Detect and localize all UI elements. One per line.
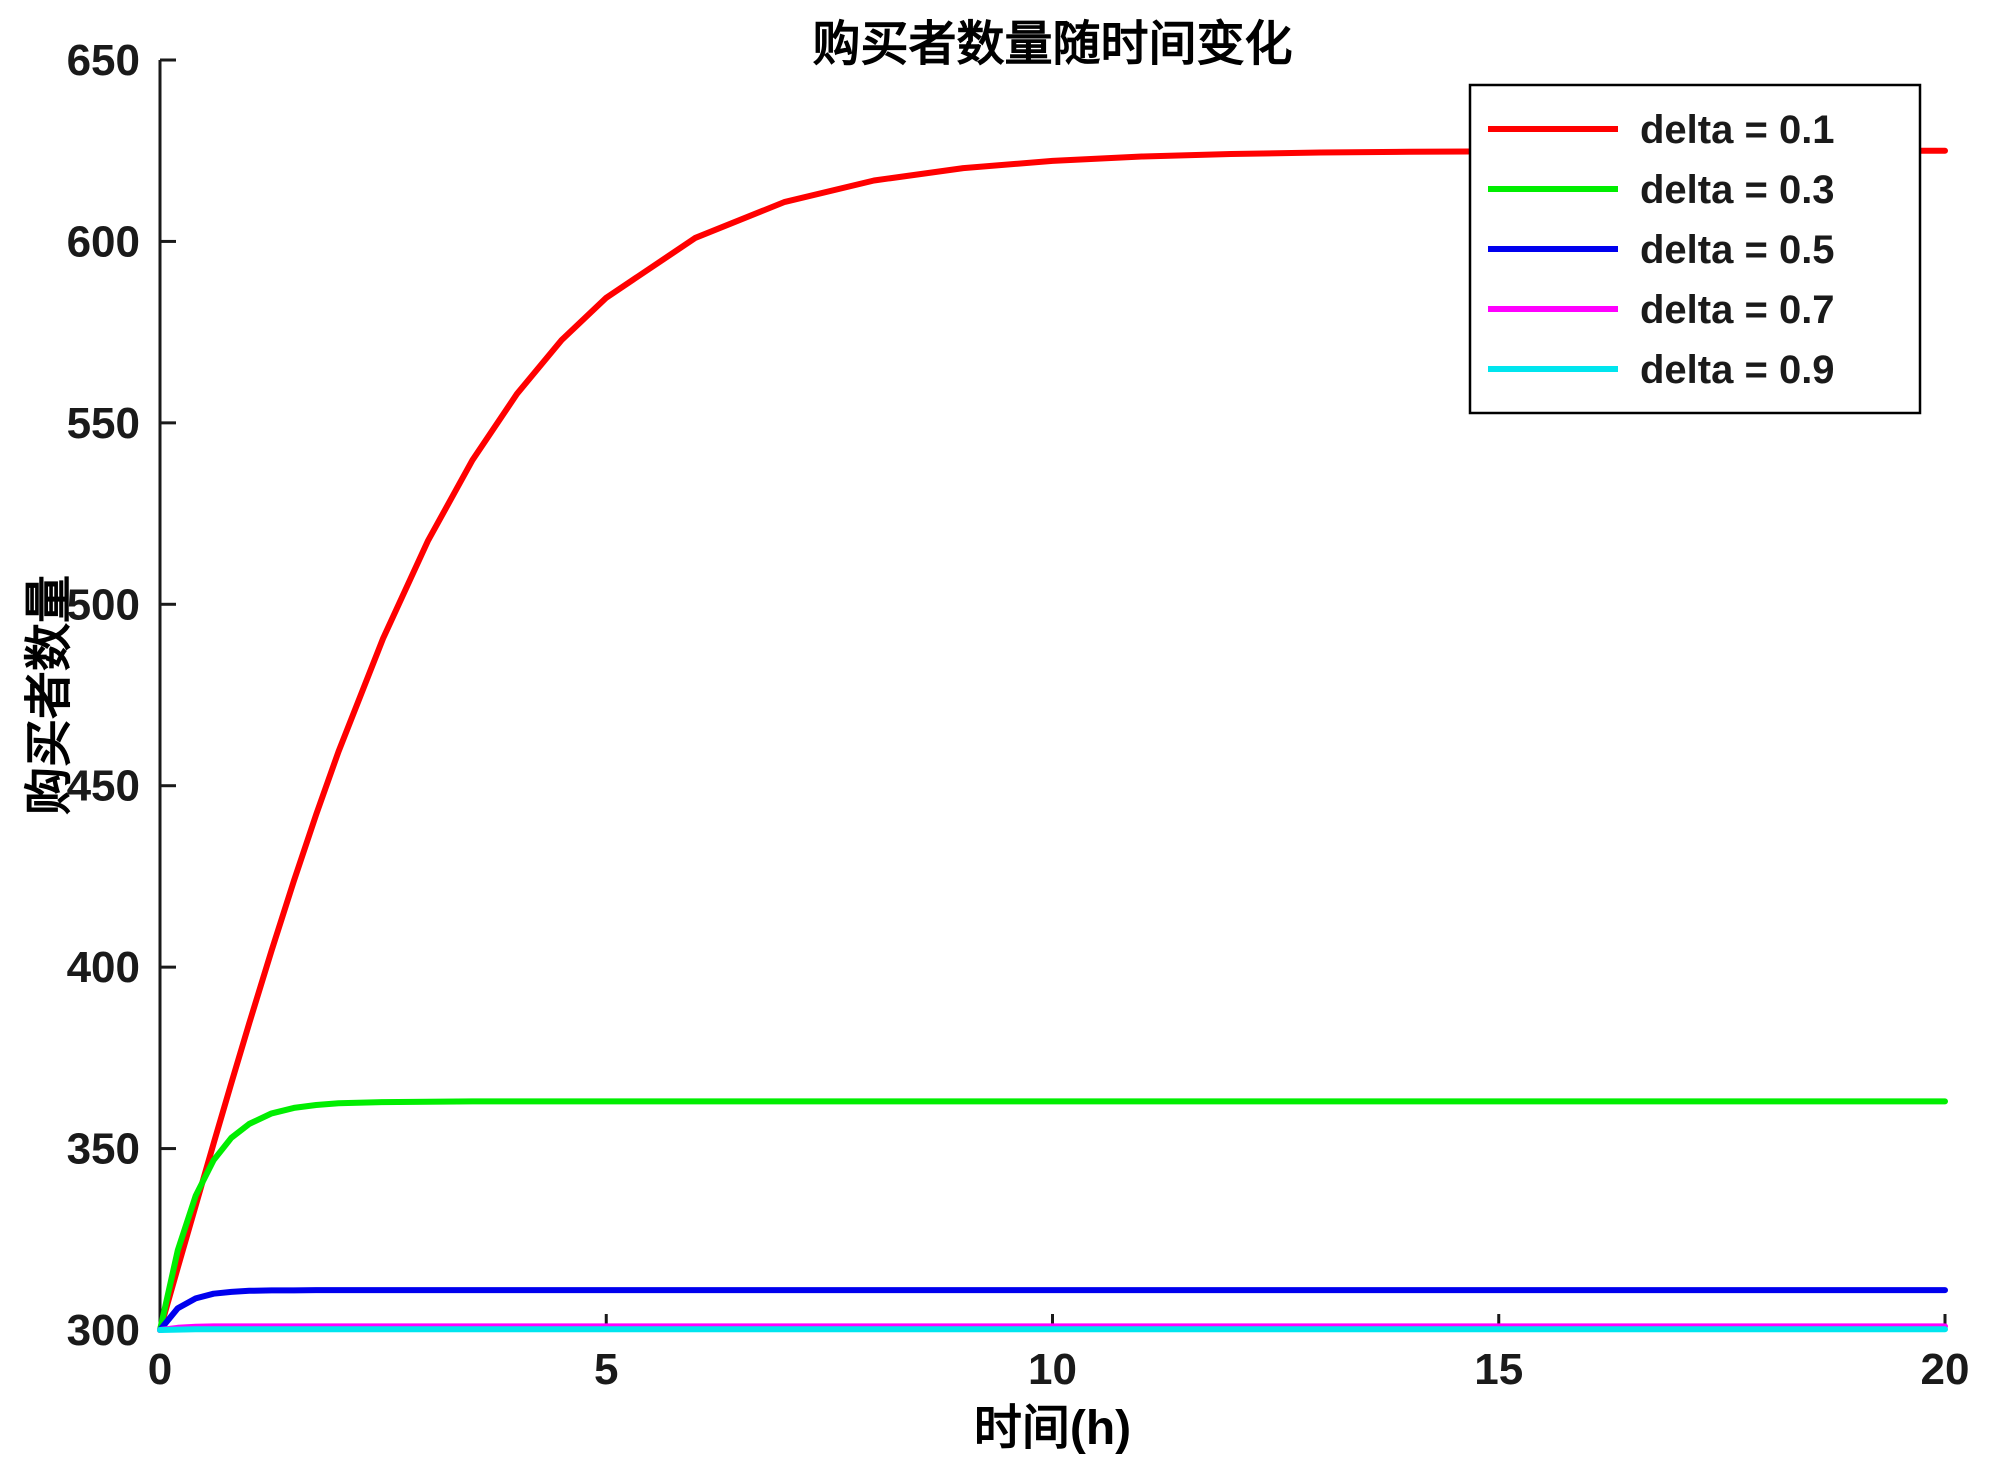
series-line-delta-0.3 xyxy=(157,1098,1948,1333)
legend-entry-delta-0.5: delta = 0.5 xyxy=(1488,228,1835,272)
legend-label: delta = 0.3 xyxy=(1640,168,1835,212)
y-tick-label: 300 xyxy=(67,1306,140,1355)
x-tick-label: 10 xyxy=(1028,1345,1077,1394)
x-tick-label: 20 xyxy=(1921,1345,1970,1394)
legend-entry-delta-0.1: delta = 0.1 xyxy=(1488,108,1835,152)
x-tick-label: 5 xyxy=(594,1345,618,1394)
x-tick-label: 15 xyxy=(1474,1345,1523,1394)
legend-entry-delta-0.3: delta = 0.3 xyxy=(1488,168,1835,212)
legend-label: delta = 0.1 xyxy=(1640,108,1835,152)
y-tick-label: 500 xyxy=(67,580,140,629)
x-axis-label: 时间(h) xyxy=(973,1402,1132,1455)
legend-entry-delta-0.7: delta = 0.7 xyxy=(1488,288,1835,332)
y-tick-label: 550 xyxy=(67,399,140,448)
y-tick-label: 400 xyxy=(67,943,140,992)
legend-entry-delta-0.9: delta = 0.9 xyxy=(1488,348,1835,392)
legend-label: delta = 0.7 xyxy=(1640,288,1835,332)
series-line-delta-0.9 xyxy=(157,1326,1948,1333)
y-tick-label: 600 xyxy=(67,217,140,266)
legend: delta = 0.1 delta = 0.3 delta = 0.5 delta =… xyxy=(1468,83,1922,415)
y-tick-label: 350 xyxy=(67,1125,140,1174)
chart-title: 购买者数量随时间变化 xyxy=(812,18,1293,71)
y-tick-label: 650 xyxy=(67,36,140,85)
y-tick-label: 450 xyxy=(67,762,140,811)
x-tick-label: 0 xyxy=(148,1345,172,1394)
series-line-delta-0.5 xyxy=(157,1287,1948,1333)
legend-label: delta = 0.9 xyxy=(1640,348,1835,392)
legend-label: delta = 0.5 xyxy=(1640,228,1835,272)
